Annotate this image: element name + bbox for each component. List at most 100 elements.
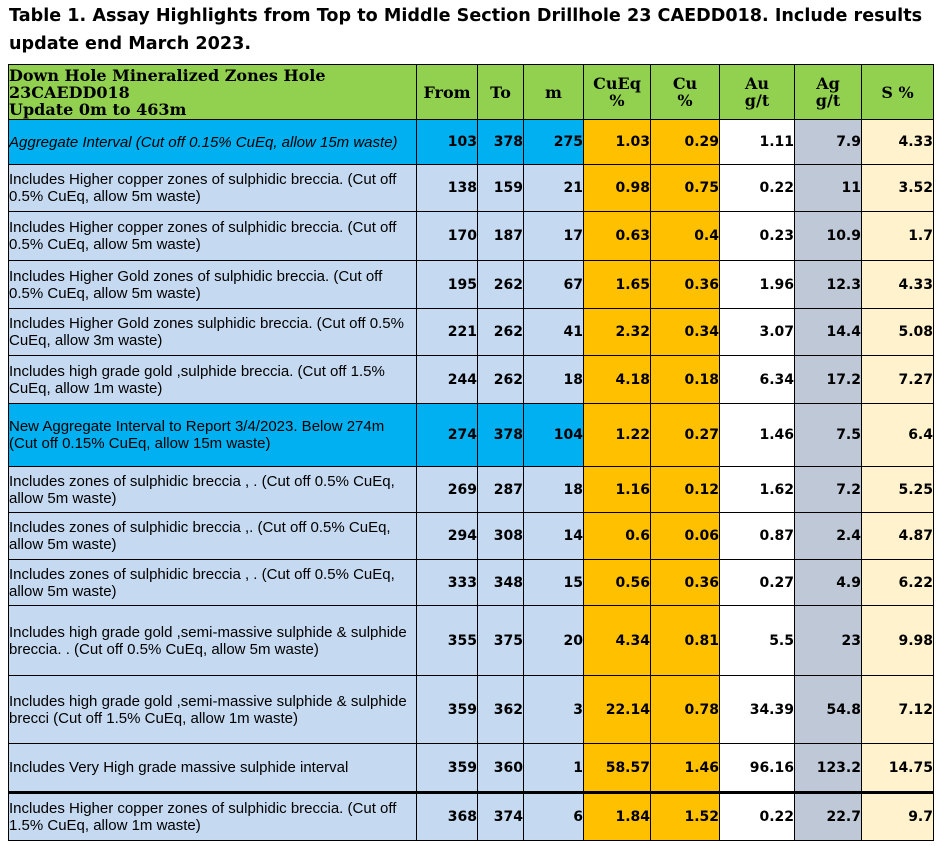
table-row: Includes zones of sulphidic breccia , . … — [8, 466, 934, 513]
row-s: 5.25 — [861, 466, 934, 513]
row-to: 262 — [477, 260, 524, 309]
row-s: 7.27 — [861, 355, 934, 404]
row-description: Includes zones of sulphidic breccia , . … — [8, 466, 417, 513]
header-to: To — [477, 64, 524, 120]
row-m: 275 — [523, 119, 584, 165]
row-s: 6.22 — [861, 559, 934, 606]
row-m: 18 — [523, 466, 584, 513]
row-description: Aggregate Interval (Cut off 0.15% CuEq, … — [8, 119, 417, 165]
row-to: 159 — [477, 164, 524, 212]
row-from: 333 — [416, 559, 478, 606]
row-to: 308 — [477, 512, 524, 560]
row-s: 4.87 — [861, 512, 934, 560]
row-au: 0.22 — [719, 791, 795, 841]
row-from: 355 — [416, 605, 478, 676]
row-to: 375 — [477, 605, 524, 676]
header-ag-line2: g/t — [815, 91, 841, 110]
row-m: 20 — [523, 605, 584, 676]
row-s: 4.33 — [861, 260, 934, 309]
table-row: Includes high grade gold ,semi-massive s… — [8, 605, 934, 676]
row-ag: 2.4 — [794, 512, 862, 560]
table-row: Includes Higher copper zones of sulphidi… — [8, 211, 934, 261]
row-au: 1.96 — [719, 260, 795, 309]
row-from: 195 — [416, 260, 478, 309]
row-ag: 17.2 — [794, 355, 862, 404]
row-cueq: 0.56 — [583, 559, 651, 606]
header-row: Down Hole Mineralized Zones Hole 23CAEDD… — [8, 64, 934, 120]
row-from: 244 — [416, 355, 478, 404]
row-from: 138 — [416, 164, 478, 212]
row-cueq: 0.63 — [583, 211, 651, 261]
header-cueq: CuEq % — [583, 64, 651, 120]
row-cueq: 1.65 — [583, 260, 651, 309]
row-to: 362 — [477, 675, 524, 744]
row-cueq: 0.6 — [583, 512, 651, 560]
row-cueq: 4.34 — [583, 605, 651, 676]
row-description: Includes zones of sulphidic breccia , . … — [8, 559, 417, 606]
row-s: 1.7 — [861, 211, 934, 261]
header-au-line2: g/t — [744, 91, 770, 110]
row-cueq: 1.16 — [583, 466, 651, 513]
row-from: 269 — [416, 466, 478, 513]
row-m: 41 — [523, 308, 584, 356]
row-cueq: 0.98 — [583, 164, 651, 212]
row-to: 378 — [477, 403, 524, 467]
row-cu: 0.36 — [650, 559, 720, 606]
row-to: 378 — [477, 119, 524, 165]
row-m: 14 — [523, 512, 584, 560]
row-au: 1.62 — [719, 466, 795, 513]
row-m: 18 — [523, 355, 584, 404]
header-m: m — [523, 64, 584, 120]
row-to: 262 — [477, 308, 524, 356]
row-m: 6 — [523, 791, 584, 841]
row-cueq: 22.14 — [583, 675, 651, 744]
row-au: 0.22 — [719, 164, 795, 212]
row-description: Includes high grade gold ,semi-massive s… — [8, 605, 417, 676]
row-ag: 23 — [794, 605, 862, 676]
row-au: 34.39 — [719, 675, 795, 744]
row-m: 104 — [523, 403, 584, 467]
row-au: 0.87 — [719, 512, 795, 560]
table-row: Includes Higher copper zones of sulphidi… — [8, 791, 934, 841]
row-description: Includes high grade gold ,sulphide brecc… — [8, 355, 417, 404]
table-row: Includes high grade gold ,sulphide brecc… — [8, 355, 934, 404]
row-from: 359 — [416, 675, 478, 744]
row-to: 187 — [477, 211, 524, 261]
header-cu-line2: % — [677, 91, 693, 110]
row-description: Includes zones of sulphidic breccia ,. (… — [8, 512, 417, 560]
row-ag: 7.5 — [794, 403, 862, 467]
row-m: 15 — [523, 559, 584, 606]
row-from: 221 — [416, 308, 478, 356]
row-au: 1.11 — [719, 119, 795, 165]
row-description: Includes high grade gold ,semi-massive s… — [8, 675, 417, 744]
row-au: 3.07 — [719, 308, 795, 356]
row-au: 1.46 — [719, 403, 795, 467]
row-description: Includes Higher copper zones of sulphidi… — [8, 164, 417, 212]
table-row: Includes Higher copper zones of sulphidi… — [8, 164, 934, 212]
row-s: 7.12 — [861, 675, 934, 744]
row-ag: 4.9 — [794, 559, 862, 606]
row-from: 359 — [416, 743, 478, 793]
row-ag: 7.2 — [794, 466, 862, 513]
row-ag: 54.8 — [794, 675, 862, 744]
row-au: 6.34 — [719, 355, 795, 404]
row-cu: 0.36 — [650, 260, 720, 309]
row-cu: 0.81 — [650, 605, 720, 676]
row-description: Includes Higher Gold zones of sulphidic … — [8, 260, 417, 309]
table-row: Includes high grade gold ,semi-massive s… — [8, 675, 934, 744]
row-m: 17 — [523, 211, 584, 261]
row-cu: 0.12 — [650, 466, 720, 513]
header-description: Down Hole Mineralized Zones Hole 23CAEDD… — [8, 64, 417, 120]
row-cu: 0.78 — [650, 675, 720, 744]
row-to: 287 — [477, 466, 524, 513]
row-ag: 11 — [794, 164, 862, 212]
row-s: 5.08 — [861, 308, 934, 356]
row-from: 170 — [416, 211, 478, 261]
row-to: 348 — [477, 559, 524, 606]
row-cueq: 1.22 — [583, 403, 651, 467]
row-to: 360 — [477, 743, 524, 793]
table-row-new-aggregate: New Aggregate Interval to Report 3/4/202… — [8, 403, 934, 467]
row-description: New Aggregate Interval to Report 3/4/202… — [8, 403, 417, 467]
header-description-line2: Update 0m to 463m — [9, 99, 187, 119]
row-ag: 7.9 — [794, 119, 862, 165]
